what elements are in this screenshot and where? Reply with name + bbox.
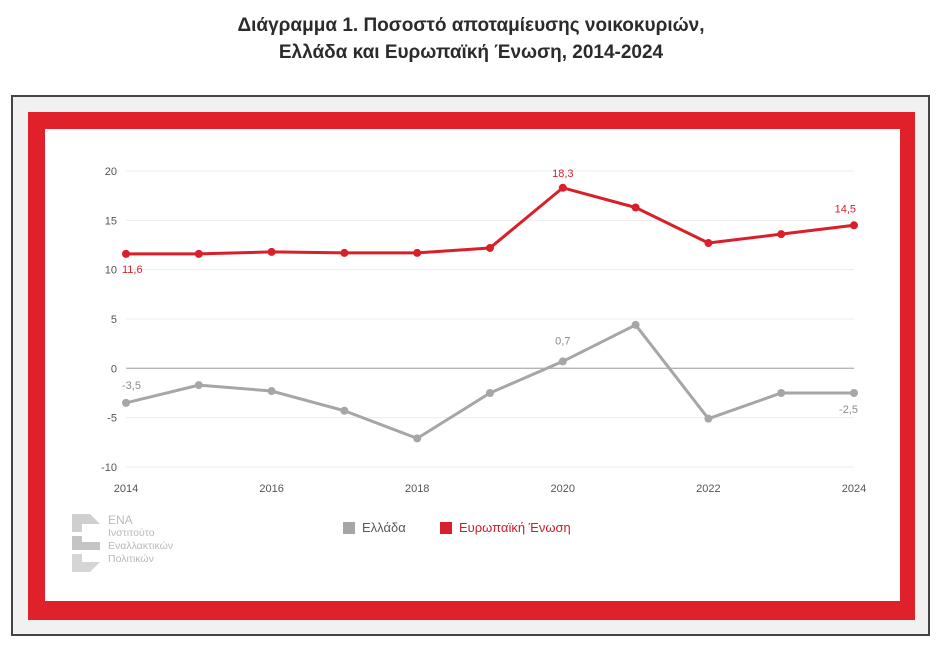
data-point bbox=[194, 381, 203, 390]
y-tick-label: -10 bbox=[101, 462, 117, 474]
logo-line-1: Ινστιτούτο bbox=[108, 527, 155, 539]
data-point bbox=[267, 247, 276, 256]
x-tick-label: 2020 bbox=[551, 483, 575, 495]
logo-name: ΕΝΑ bbox=[108, 513, 133, 527]
data-point bbox=[777, 230, 786, 239]
data-point bbox=[413, 434, 422, 443]
chart-title: Διάγραμμα 1. Ποσοστό αποταμίευσης νοικοκ… bbox=[0, 12, 942, 66]
gridlines bbox=[126, 170, 854, 468]
data-point bbox=[850, 221, 858, 230]
chart-title-line-2: Ελλάδα και Ευρωπαϊκή Ένωση, 2014-2024 bbox=[278, 42, 664, 63]
data-point bbox=[340, 248, 349, 257]
x-tick-label: 2016 bbox=[259, 483, 283, 495]
legend-label-eu: Ευρωπαϊκή Ένωση bbox=[459, 520, 571, 535]
data-point bbox=[631, 320, 640, 329]
data-point bbox=[122, 398, 130, 407]
legend-label-greece: Ελλάδα bbox=[362, 520, 406, 535]
data-point bbox=[486, 389, 494, 397]
data-point bbox=[850, 389, 858, 397]
data-point bbox=[704, 239, 713, 248]
ena-logo-text: ΕΝΑ Ινστιτούτο Εναλλακτικών Πολιτικών bbox=[108, 514, 173, 566]
data-point bbox=[194, 249, 203, 258]
logo-line-2: Εναλλακτικών bbox=[108, 540, 174, 552]
x-tick-label: 2014 bbox=[114, 483, 138, 495]
data-point bbox=[340, 406, 349, 415]
y-tick-label: 15 bbox=[105, 215, 117, 227]
legend-swatch-eu bbox=[440, 521, 452, 534]
series-line-0 bbox=[125, 323, 854, 440]
series-group bbox=[122, 183, 858, 443]
y-axis-ticks: 20 15 10 5 0 -5 -10 bbox=[101, 166, 117, 474]
data-label: 14,5 bbox=[835, 203, 856, 215]
data-label: 0,7 bbox=[555, 335, 570, 347]
data-label: -3,5 bbox=[122, 380, 141, 392]
logo-line-3: Πολιτικών bbox=[108, 553, 154, 565]
data-label: -2,5 bbox=[839, 404, 858, 416]
y-tick-label: 20 bbox=[105, 166, 117, 178]
x-tick-label: 2022 bbox=[696, 483, 720, 495]
data-point bbox=[631, 203, 640, 212]
legend-item-eu: Ευρωπαϊκή Ένωση bbox=[440, 520, 571, 535]
data-point bbox=[486, 243, 494, 252]
data-point bbox=[267, 387, 276, 396]
data-labels: -3,5 0,7 -2,5 11,6 18,3 14,5 bbox=[122, 168, 858, 416]
legend-swatch-greece bbox=[343, 521, 355, 534]
legend-item-greece: Ελλάδα bbox=[343, 520, 406, 535]
ena-logo: ΕΝΑ Ινστιτούτο Εναλλακτικών Πολιτικών bbox=[68, 512, 208, 576]
data-label: 18,3 bbox=[552, 168, 573, 180]
y-tick-label: 5 bbox=[111, 314, 117, 326]
data-point bbox=[777, 389, 786, 397]
y-tick-label: 10 bbox=[105, 265, 117, 277]
y-tick-label: -5 bbox=[107, 413, 117, 425]
x-tick-label: 2018 bbox=[405, 483, 429, 495]
chart-title-line-1: Διάγραμμα 1. Ποσοστό αποταμίευσης νοικοκ… bbox=[237, 15, 705, 36]
x-axis-ticks: 2014 2016 2018 2020 2022 2024 bbox=[114, 483, 866, 495]
ena-logo-mark bbox=[72, 514, 100, 572]
data-point bbox=[413, 248, 422, 257]
y-tick-label: 0 bbox=[111, 363, 117, 375]
chart-panel bbox=[45, 129, 900, 601]
x-tick-label: 2024 bbox=[842, 483, 866, 495]
data-label: 11,6 bbox=[122, 264, 143, 276]
data-point bbox=[558, 357, 567, 366]
data-point bbox=[704, 414, 713, 423]
data-point bbox=[122, 249, 130, 258]
data-point bbox=[558, 183, 567, 192]
